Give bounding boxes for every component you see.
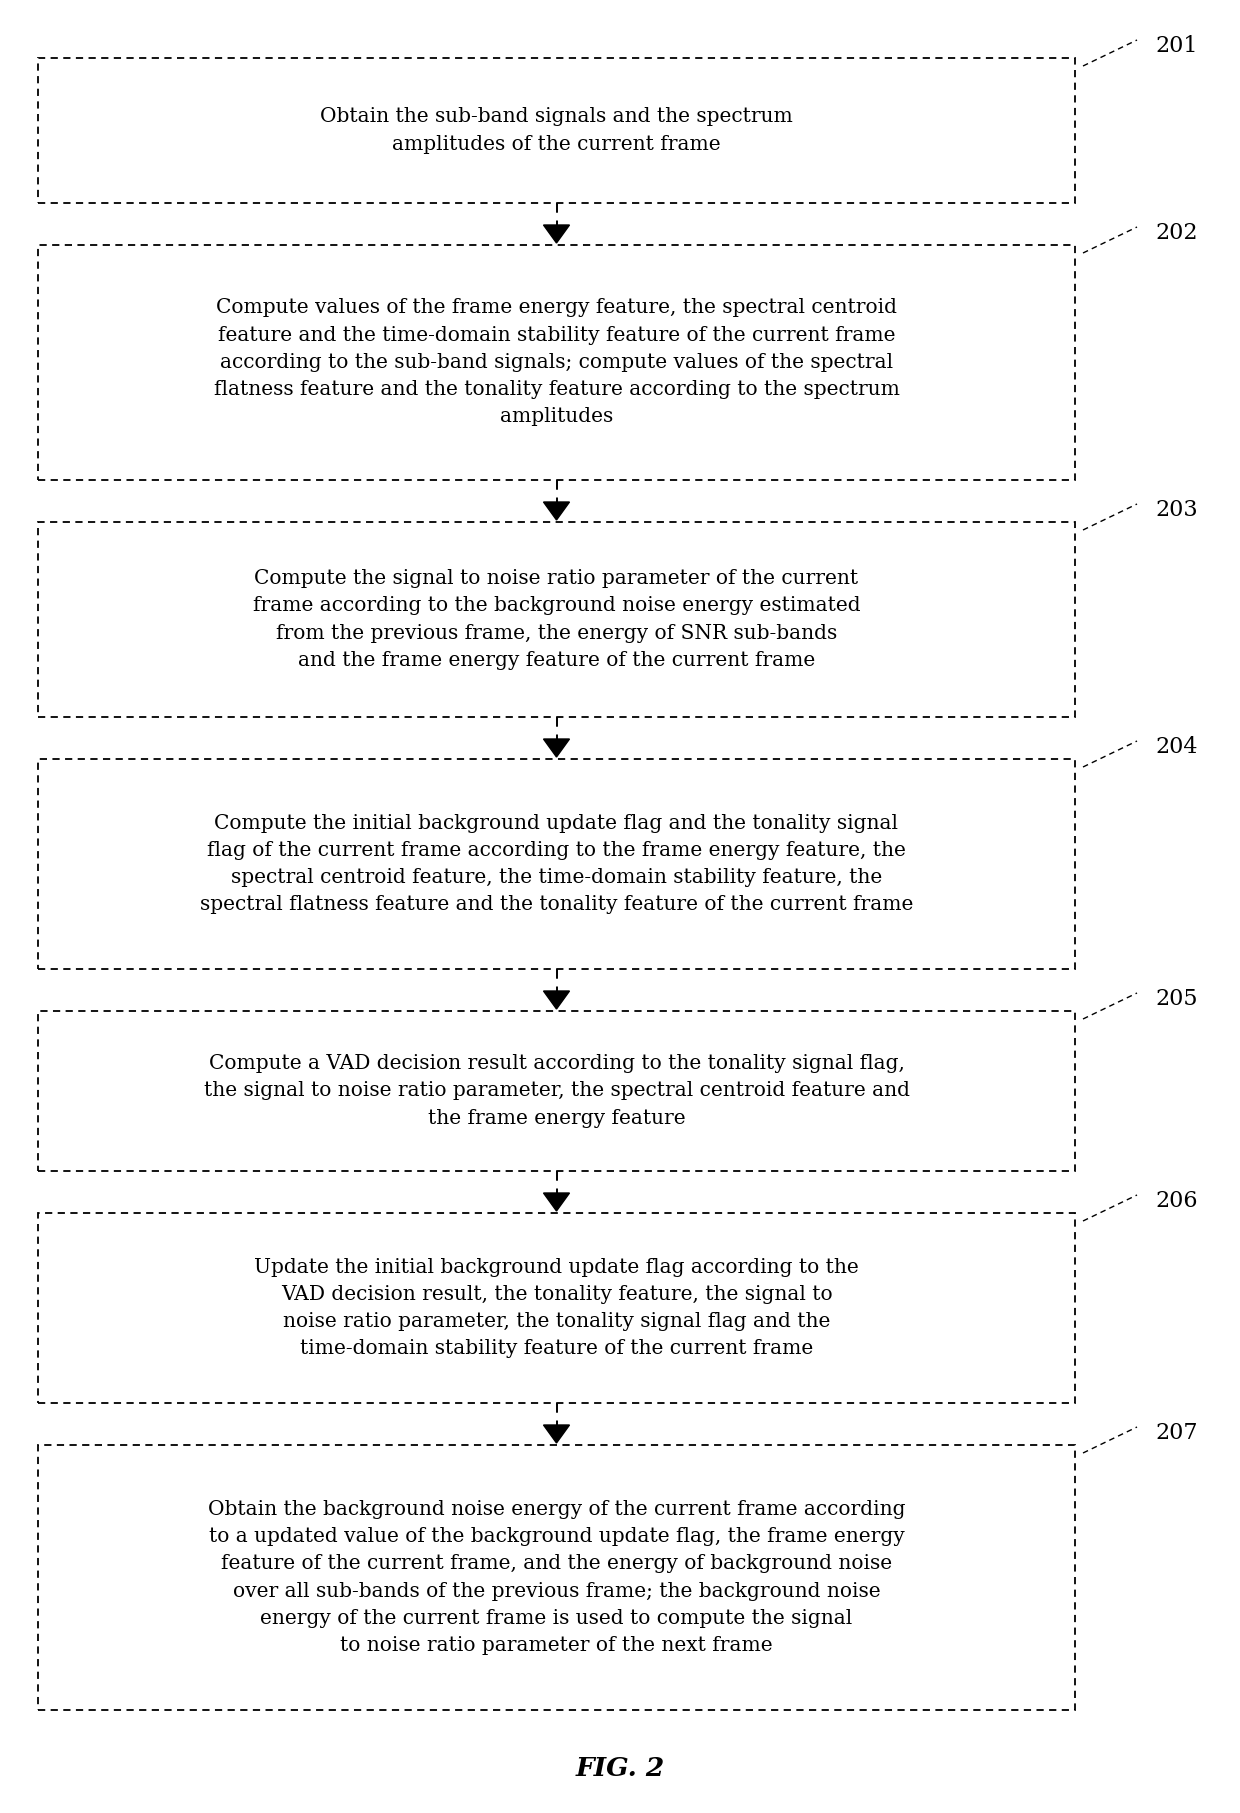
Text: 204: 204	[1154, 736, 1198, 758]
Polygon shape	[543, 740, 569, 758]
Bar	[38, 1012, 1075, 1171]
Text: 205: 205	[1154, 988, 1198, 1010]
Polygon shape	[543, 992, 569, 1010]
Text: 207: 207	[1154, 1421, 1198, 1443]
Text: Compute values of the frame energy feature, the spectral centroid
feature and th: Compute values of the frame energy featu…	[213, 299, 899, 426]
Bar	[38, 1213, 1075, 1403]
Text: Compute a VAD decision result according to the tonality signal flag,
the signal : Compute a VAD decision result according …	[203, 1053, 909, 1128]
Polygon shape	[543, 1193, 569, 1211]
Text: FIG. 2: FIG. 2	[575, 1755, 665, 1780]
Text: Compute the initial background update flag and the tonality signal
flag of the c: Compute the initial background update fl…	[200, 814, 913, 914]
Text: 202: 202	[1154, 221, 1198, 245]
Bar	[38, 1445, 1075, 1710]
Bar	[38, 58, 1075, 203]
Bar	[38, 245, 1075, 480]
Text: Compute the signal to noise ratio parameter of the current
frame according to th: Compute the signal to noise ratio parame…	[253, 569, 861, 669]
Polygon shape	[543, 502, 569, 520]
Text: 206: 206	[1154, 1189, 1198, 1213]
Bar	[38, 760, 1075, 968]
Text: 201: 201	[1154, 34, 1198, 56]
Polygon shape	[543, 225, 569, 243]
Text: Obtain the sub-band signals and the spectrum
amplitudes of the current frame: Obtain the sub-band signals and the spec…	[320, 107, 792, 154]
Text: Update the initial background update flag according to the
VAD decision result, : Update the initial background update fla…	[254, 1258, 859, 1358]
Polygon shape	[543, 1425, 569, 1443]
Text: Obtain the background noise energy of the current frame according
to a updated v: Obtain the background noise energy of th…	[208, 1499, 905, 1655]
Bar	[38, 522, 1075, 716]
Text: 203: 203	[1154, 499, 1198, 520]
